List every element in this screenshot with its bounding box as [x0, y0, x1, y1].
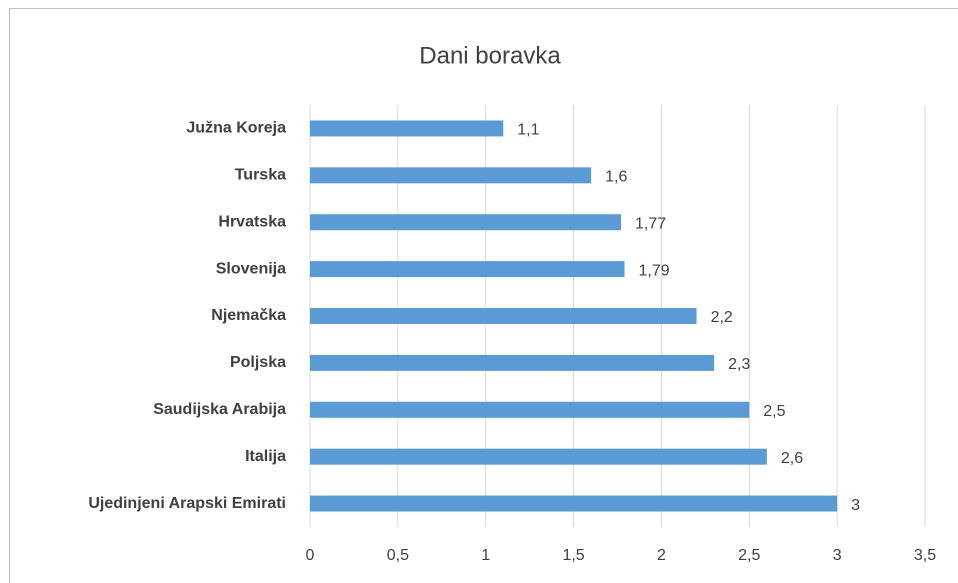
data-label: 1,79 [639, 262, 670, 279]
y-tick-label: Poljska [230, 354, 286, 371]
data-label: 2,6 [781, 450, 803, 467]
x-tick-label: 2 [657, 547, 666, 564]
y-tick-label: Hrvatska [218, 213, 286, 230]
bar [310, 167, 592, 184]
x-tick-label: 3 [833, 547, 842, 564]
y-tick-label: Italija [245, 448, 286, 465]
chart-title: Dani boravka [419, 42, 561, 69]
bar [310, 308, 697, 324]
y-tick-label: Turska [235, 167, 286, 184]
data-label: 2,3 [728, 356, 750, 373]
data-label: 2,2 [711, 309, 733, 326]
bar [310, 261, 625, 278]
bar [310, 354, 715, 371]
y-tick-label: Njemačka [211, 307, 286, 324]
data-label: 1,77 [635, 215, 666, 232]
data-label: 1,1 [517, 122, 539, 139]
x-tick-label: 1 [481, 547, 490, 564]
x-tick-label: 2,5 [738, 547, 760, 564]
y-tick-label: Ujedinjeni Arapski Emirati [88, 495, 286, 512]
y-tick-label: Južna Koreja [186, 120, 286, 137]
x-tick-label: 3,5 [914, 547, 936, 564]
x-tick-label: 1,5 [562, 547, 584, 564]
x-tick-label: 0 [306, 547, 315, 564]
data-label: 2,5 [763, 403, 785, 420]
bar [310, 401, 750, 418]
bar [310, 214, 622, 231]
x-tick-label: 0,5 [387, 547, 409, 564]
y-tick-label: Saudijska Arabija [153, 401, 286, 418]
y-tick-label: Slovenija [216, 260, 286, 277]
chart-border [9, 8, 958, 583]
data-label: 3 [851, 497, 860, 514]
bar [310, 448, 767, 465]
bar [310, 495, 838, 512]
data-label: 1,6 [605, 169, 627, 186]
bar [310, 120, 504, 137]
